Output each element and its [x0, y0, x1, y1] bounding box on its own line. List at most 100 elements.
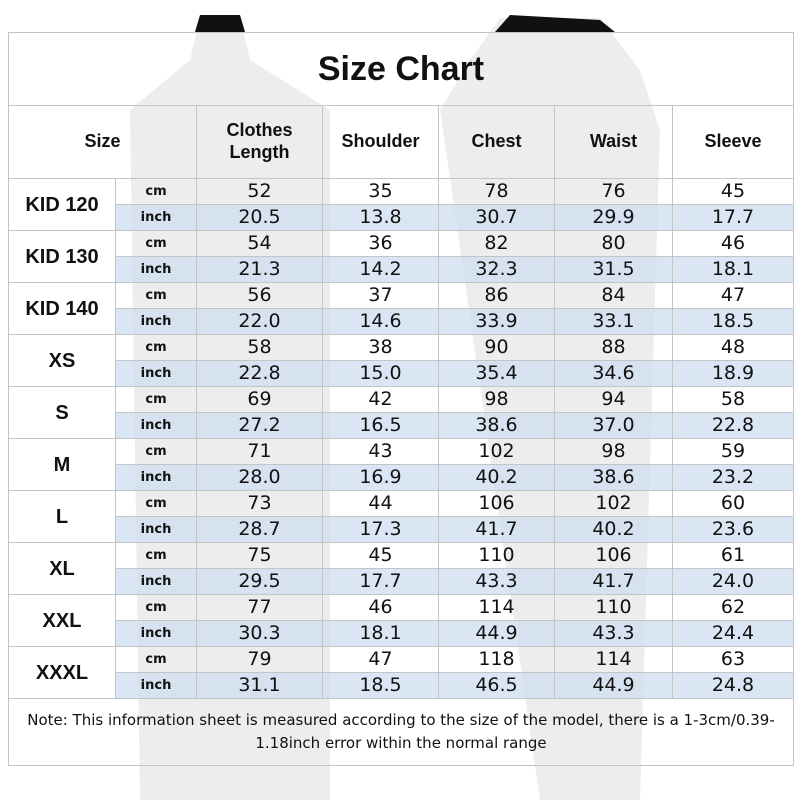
value-cm: 88: [554, 334, 673, 361]
unit-label: cm: [115, 490, 197, 517]
unit-label: cm: [115, 438, 197, 465]
value-inch: 34.6: [554, 360, 673, 387]
header-cell: Chest: [438, 105, 555, 179]
value-cm: 46: [672, 230, 794, 257]
value-inch: 18.1: [672, 256, 794, 283]
value-inch: 24.0: [672, 568, 794, 595]
value-inch: 43.3: [554, 620, 673, 647]
value-inch: 37.0: [554, 412, 673, 439]
value-cm: 76: [554, 178, 673, 205]
value-cm: 38: [322, 334, 439, 361]
value-cm: 102: [438, 438, 555, 465]
value-inch: 41.7: [438, 516, 555, 543]
value-cm: 63: [672, 646, 794, 673]
value-cm: 114: [554, 646, 673, 673]
value-inch: 46.5: [438, 672, 555, 699]
value-inch: 38.6: [554, 464, 673, 491]
header-cell: Waist: [554, 105, 673, 179]
value-inch: 17.7: [322, 568, 439, 595]
unit-label: cm: [115, 230, 197, 257]
value-inch: 17.3: [322, 516, 439, 543]
value-cm: 35: [322, 178, 439, 205]
value-cm: 47: [322, 646, 439, 673]
value-inch: 17.7: [672, 204, 794, 231]
unit-label: inch: [115, 308, 197, 335]
value-cm: 102: [554, 490, 673, 517]
value-cm: 62: [672, 594, 794, 621]
unit-label: cm: [115, 594, 197, 621]
value-cm: 73: [196, 490, 323, 517]
unit-label: inch: [115, 360, 197, 387]
value-inch: 30.3: [196, 620, 323, 647]
header-size: Size: [8, 105, 197, 179]
value-inch: 24.4: [672, 620, 794, 647]
unit-label: inch: [115, 568, 197, 595]
value-inch: 31.5: [554, 256, 673, 283]
value-inch: 16.9: [322, 464, 439, 491]
value-cm: 98: [438, 386, 555, 413]
unit-label: cm: [115, 178, 197, 205]
size-label: KID 120: [8, 178, 116, 231]
value-inch: 29.5: [196, 568, 323, 595]
value-inch: 24.8: [672, 672, 794, 699]
unit-label: inch: [115, 204, 197, 231]
value-cm: 48: [672, 334, 794, 361]
value-inch: 31.1: [196, 672, 323, 699]
value-inch: 18.9: [672, 360, 794, 387]
unit-label: cm: [115, 646, 197, 673]
header-cell: Shoulder: [322, 105, 439, 179]
size-label: KID 140: [8, 282, 116, 335]
value-inch: 41.7: [554, 568, 673, 595]
value-cm: 59: [672, 438, 794, 465]
value-cm: 110: [554, 594, 673, 621]
value-cm: 78: [438, 178, 555, 205]
unit-label: cm: [115, 542, 197, 569]
value-cm: 110: [438, 542, 555, 569]
value-cm: 80: [554, 230, 673, 257]
value-cm: 61: [672, 542, 794, 569]
value-inch: 40.2: [438, 464, 555, 491]
value-inch: 38.6: [438, 412, 555, 439]
value-cm: 86: [438, 282, 555, 309]
value-inch: 14.2: [322, 256, 439, 283]
value-inch: 16.5: [322, 412, 439, 439]
value-inch: 15.0: [322, 360, 439, 387]
note: Note: This information sheet is measured…: [8, 698, 794, 766]
value-inch: 18.5: [672, 308, 794, 335]
size-label: XL: [8, 542, 116, 595]
value-inch: 18.1: [322, 620, 439, 647]
value-inch: 22.8: [672, 412, 794, 439]
value-cm: 75: [196, 542, 323, 569]
value-inch: 29.9: [554, 204, 673, 231]
value-inch: 44.9: [438, 620, 555, 647]
value-cm: 106: [554, 542, 673, 569]
size-label: KID 130: [8, 230, 116, 283]
value-inch: 33.1: [554, 308, 673, 335]
value-cm: 36: [322, 230, 439, 257]
value-cm: 69: [196, 386, 323, 413]
value-cm: 114: [438, 594, 555, 621]
size-label: M: [8, 438, 116, 491]
size-label: XS: [8, 334, 116, 387]
value-cm: 46: [322, 594, 439, 621]
value-inch: 21.3: [196, 256, 323, 283]
unit-label: inch: [115, 256, 197, 283]
value-inch: 22.8: [196, 360, 323, 387]
unit-label: inch: [115, 412, 197, 439]
header-cell: Clothes Length: [196, 105, 323, 179]
value-cm: 98: [554, 438, 673, 465]
value-inch: 28.7: [196, 516, 323, 543]
value-cm: 77: [196, 594, 323, 621]
unit-label: cm: [115, 282, 197, 309]
value-cm: 94: [554, 386, 673, 413]
value-cm: 118: [438, 646, 555, 673]
unit-label: cm: [115, 334, 197, 361]
unit-label: inch: [115, 672, 197, 699]
value-inch: 33.9: [438, 308, 555, 335]
value-inch: 32.3: [438, 256, 555, 283]
header-cell: Sleeve: [672, 105, 794, 179]
value-cm: 58: [672, 386, 794, 413]
value-cm: 52: [196, 178, 323, 205]
value-inch: 27.2: [196, 412, 323, 439]
